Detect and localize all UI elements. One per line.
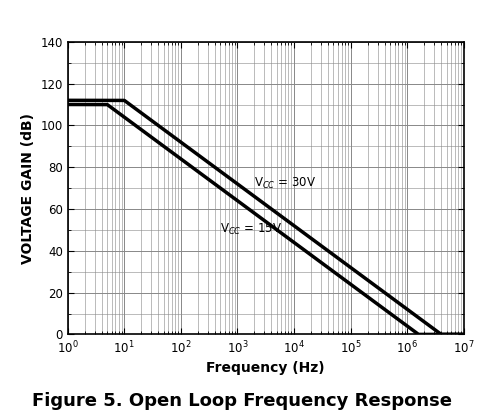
Text: Figure 5. Open Loop Frequency Response: Figure 5. Open Loop Frequency Response — [31, 392, 452, 410]
Text: V$_{CC}$ = 30V: V$_{CC}$ = 30V — [255, 176, 316, 191]
Text: V$_{CC}$ = 15V: V$_{CC}$ = 15V — [220, 222, 283, 237]
Y-axis label: VOLTAGE GAIN (dB): VOLTAGE GAIN (dB) — [21, 112, 35, 264]
X-axis label: Frequency (Hz): Frequency (Hz) — [206, 362, 325, 375]
